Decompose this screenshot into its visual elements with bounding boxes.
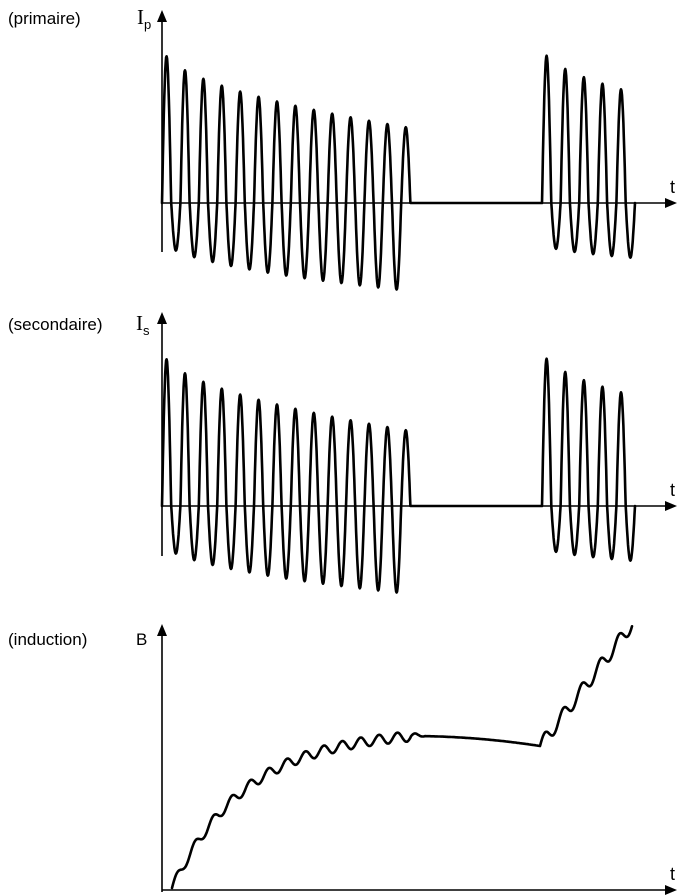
secondary-y-arrow — [157, 312, 167, 324]
secondary-t-label: t — [670, 480, 675, 500]
secondary-symbol: Is — [136, 311, 150, 338]
induction-t-label: t — [670, 864, 675, 884]
primary-current-trace — [160, 54, 637, 291]
induction-y-arrow — [157, 624, 167, 636]
primary-t-arrow — [665, 198, 677, 208]
primary-t-label: t — [670, 177, 675, 197]
panel-primary-current: (primaire) Ip t — [8, 5, 677, 291]
induction-symbol: B — [136, 630, 147, 649]
panel-secondary-current: (secondaire) Is t — [8, 311, 677, 594]
primary-y-arrow — [157, 10, 167, 22]
induction-caption: (induction) — [8, 630, 87, 649]
secondary-current-trace — [160, 357, 637, 594]
induction-trace — [170, 625, 634, 890]
panel-induction: (induction) B t — [8, 624, 677, 895]
secondary-caption: (secondaire) — [8, 315, 103, 334]
primary-caption: (primaire) — [8, 9, 81, 28]
secondary-t-arrow — [665, 501, 677, 511]
induction-t-arrow — [665, 885, 677, 895]
primary-symbol: Ip — [137, 5, 151, 32]
